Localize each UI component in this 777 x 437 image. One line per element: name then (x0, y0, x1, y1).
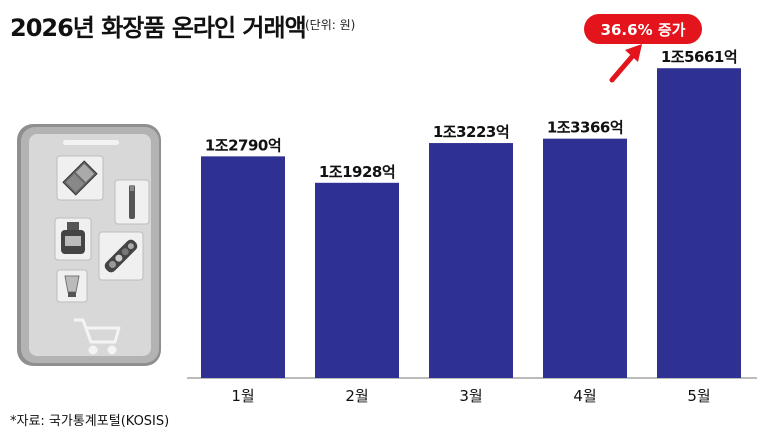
eyeshadow-palette-icon (56, 155, 104, 201)
perfume-bottle-icon (54, 217, 92, 261)
bar-value-label-4: 1조3366억 (547, 119, 623, 137)
cream-tube-icon (56, 269, 88, 303)
x-tick-label-3: 3월 (459, 387, 482, 405)
x-tick-label-5: 5월 (687, 387, 710, 405)
phone-icon (17, 124, 161, 366)
x-tick-label-2: 2월 (345, 387, 368, 405)
x-tick-label-4: 4월 (573, 387, 596, 405)
lip-liner-icon (114, 179, 150, 225)
unit-label: (단위: 원) (305, 18, 356, 32)
x-tick-label-1: 1월 (231, 387, 254, 405)
growth-arrow-icon (609, 44, 642, 83)
bar-4 (543, 138, 627, 378)
growth-callout-badge: 36.6% 증가 (584, 14, 702, 44)
bar-value-label-3: 1조3223억 (433, 123, 509, 141)
bar-value-label-1: 1조2790억 (205, 136, 281, 154)
bar-5 (657, 68, 741, 378)
bar-3 (429, 143, 513, 378)
bar-value-label-5: 1조5661억 (661, 48, 737, 66)
cosmetics-pencils-icon (98, 231, 144, 281)
bar-1 (201, 156, 285, 378)
source-note: *자료: 국가통계포털(KOSIS) (10, 414, 170, 429)
bar-2 (315, 182, 399, 378)
shopping-cart-icon (73, 318, 121, 355)
page-title: 2026년 화장품 온라인 거래액 (10, 14, 307, 42)
bar-value-label-2: 1조1928억 (319, 163, 395, 181)
